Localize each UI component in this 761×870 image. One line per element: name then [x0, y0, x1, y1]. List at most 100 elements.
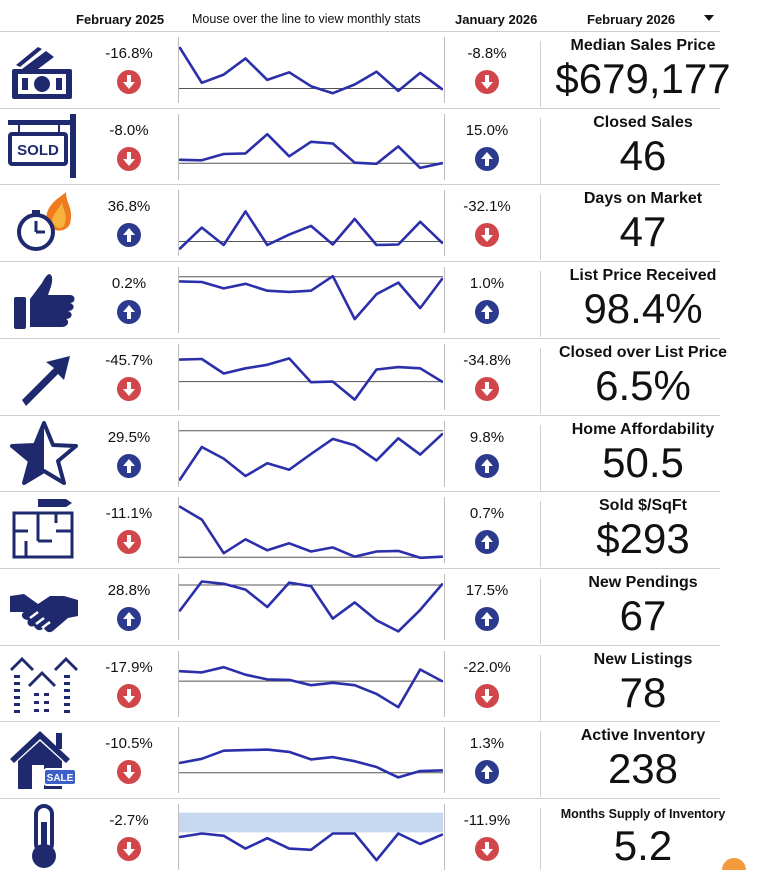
arrow-down-icon: [117, 684, 141, 708]
prev-change-pct: -2.7%: [109, 812, 149, 829]
column-divider: [540, 501, 541, 567]
column-divider: [540, 348, 541, 414]
sparkline-border: [178, 267, 179, 333]
row-divider: [0, 415, 720, 416]
row-divider: [0, 798, 720, 799]
column-divider: [540, 731, 541, 797]
metric-row: SOLD -8.0% 15.0% Closed Sales 46: [0, 108, 761, 185]
metric-row: -17.9% -22.0% New Listings 78: [0, 645, 761, 722]
month-selector[interactable]: February 2026: [587, 12, 676, 27]
metric-row: -16.8% -8.8% Median Sales Price $679,177: [0, 31, 761, 108]
chevron-down-icon[interactable]: [704, 15, 714, 21]
sparkline-border: [178, 727, 179, 793]
arrow-up-icon: [475, 760, 499, 784]
metric-row: 0.2% 1.0% List Price Received 98.4%: [0, 261, 761, 338]
row-divider: [0, 721, 720, 722]
prev-change-pct: -45.7%: [105, 352, 153, 369]
metric-title: Home Affordability: [571, 421, 715, 438]
column-divider: [540, 194, 541, 260]
sparkline-border: [444, 727, 445, 793]
prev-period-label: February 2025: [76, 12, 165, 27]
arrow-down-icon: [475, 223, 499, 247]
arrow-up-icon: [475, 454, 499, 478]
trend-arrow-icon: [8, 342, 80, 410]
sparkline-chart[interactable]: [179, 37, 443, 103]
metric-value: 67: [619, 592, 667, 639]
sparkline-border: [444, 37, 445, 103]
metric-title: Closed Sales: [593, 114, 693, 131]
sparkline-border: [178, 804, 179, 870]
arrow-up-icon: [475, 607, 499, 631]
arrow-down-icon: [117, 147, 141, 171]
houses-icon: [8, 649, 80, 717]
row-divider: [0, 568, 720, 569]
metric-title: Active Inventory: [580, 727, 706, 744]
prev-change-pct: -8.0%: [109, 122, 149, 139]
metric-title: New Listings: [593, 651, 693, 668]
sparkline-chart[interactable]: [179, 574, 443, 640]
metric-row: -11.1% 0.7% Sold $/SqFt $293: [0, 491, 761, 568]
row-divider: [0, 261, 720, 262]
prev-change-pct: 36.8%: [107, 198, 151, 215]
sparkline-border: [178, 344, 179, 410]
cur-change-pct: -32.1%: [463, 198, 511, 215]
sparkline-chart[interactable]: [179, 804, 443, 870]
handshake-icon: [8, 572, 80, 640]
column-divider: [540, 578, 541, 644]
sparkline-chart[interactable]: [179, 190, 443, 256]
sparkline-border: [444, 804, 445, 870]
metric-value: 98.4%: [583, 285, 703, 332]
arrow-down-icon: [117, 760, 141, 784]
hover-hint: Mouse over the line to view monthly stat…: [192, 12, 421, 26]
arrow-up-icon: [117, 607, 141, 631]
sparkline-chart[interactable]: [179, 114, 443, 180]
arrow-down-icon: [117, 70, 141, 94]
prev-change-pct: -16.8%: [105, 45, 153, 62]
chat-badge-icon[interactable]: [722, 858, 746, 870]
arrow-up-icon: [117, 454, 141, 478]
metric-row: SALE -10.5% 1.3% Active Inventory 238: [0, 721, 761, 798]
metric-row: -45.7% -34.8% Closed over List Price 6.5…: [0, 338, 761, 415]
svg-text:SOLD: SOLD: [17, 142, 59, 159]
thermometer-icon: [8, 802, 80, 870]
sparkline-chart[interactable]: [179, 651, 443, 717]
metric-value: 238: [607, 745, 679, 792]
cur-change-pct: 15.0%: [465, 122, 509, 139]
sparkline-border: [178, 651, 179, 717]
metric-title: Sold $/SqFt: [599, 497, 687, 514]
sparkline-border: [444, 574, 445, 640]
arrow-up-icon: [117, 223, 141, 247]
metric-row: -2.7% -11.9% Months Supply of Inventory …: [0, 798, 761, 870]
sparkline-border: [178, 421, 179, 487]
row-divider: [0, 491, 720, 492]
thumbs-up-icon: [8, 265, 80, 333]
house-sale-icon: SALE: [8, 725, 80, 793]
row-divider: [0, 645, 720, 646]
sparkline-chart[interactable]: [179, 267, 443, 333]
sparkline-chart[interactable]: [179, 344, 443, 410]
cash-icon: [8, 35, 80, 103]
sparkline-chart[interactable]: [179, 497, 443, 563]
metric-value: $293: [596, 515, 690, 562]
sparkline-border: [444, 114, 445, 180]
column-divider: [540, 271, 541, 337]
cur-change-pct: 9.8%: [469, 429, 505, 446]
column-divider: [540, 808, 541, 870]
metric-value: 78: [619, 669, 667, 716]
arrow-down-icon: [475, 70, 499, 94]
sold-sign-icon: SOLD: [8, 112, 80, 180]
cur-change-pct: -22.0%: [463, 659, 511, 676]
sparkline-border: [178, 574, 179, 640]
cur-change-pct: -8.8%: [467, 45, 507, 62]
sparkline-border: [444, 421, 445, 487]
sparkline-chart[interactable]: [179, 421, 443, 487]
sparkline-border: [444, 190, 445, 256]
row-divider: [0, 338, 720, 339]
prev-change-pct: -11.1%: [105, 505, 153, 522]
header-bar: February 2025 Mouse over the line to vie…: [0, 0, 761, 36]
cur-period-label: January 2026: [455, 12, 538, 27]
stopwatch-fire-icon: [8, 188, 80, 256]
metric-value: 47: [619, 208, 667, 255]
cur-change-pct: 17.5%: [465, 582, 509, 599]
sparkline-chart[interactable]: [179, 727, 443, 793]
